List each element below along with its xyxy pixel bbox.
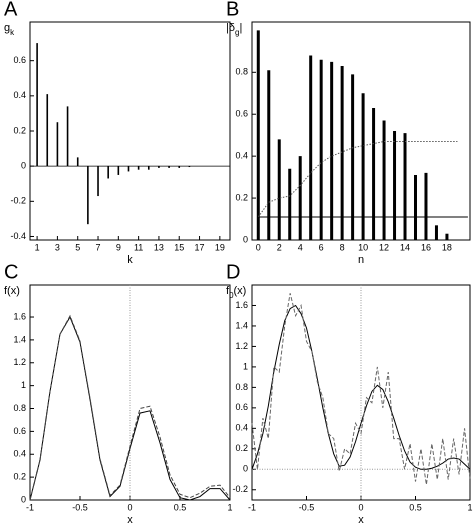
y-axis-label: gk <box>4 22 15 37</box>
x-tick-label: 0 <box>127 502 132 512</box>
x-tick-label: 1 <box>227 502 232 512</box>
x-tick-label: 2 <box>277 242 282 252</box>
x-tick-label: 13 <box>154 242 164 252</box>
x-axis-label: x <box>358 514 364 526</box>
y-axis-label: f0(x) <box>226 285 246 300</box>
x-tick-label: 18 <box>442 242 452 252</box>
x-tick-label: 19 <box>215 242 225 252</box>
y-tick-label: 1.2 <box>235 341 248 351</box>
y-tick-label: 0.2 <box>235 443 248 453</box>
x-tick-label: 5 <box>75 242 80 252</box>
y-label-part: g <box>235 28 239 37</box>
x-tick-label: 14 <box>400 242 410 252</box>
y-tick-label: -0.4 <box>10 231 26 241</box>
x-axis-label: x <box>127 514 133 526</box>
y-label-part: (x) <box>234 285 247 297</box>
y-tick-label: 1 <box>243 361 248 371</box>
panel-label: C <box>4 261 18 283</box>
y-axis-label: f(x) <box>4 285 20 297</box>
x-tick-label: 17 <box>195 242 205 252</box>
y-tick-label: 0.8 <box>13 403 26 413</box>
y-tick-label: 1.2 <box>13 357 26 367</box>
y-tick-label: 0 <box>243 464 248 474</box>
data-line <box>251 304 471 470</box>
y-tick-label: 0 <box>21 161 26 171</box>
y-axis-label: |δg| <box>226 22 242 37</box>
y-tick-label: 0 <box>21 494 26 504</box>
y-label-part: g <box>4 22 10 34</box>
x-tick-label: 1 <box>467 502 472 512</box>
data-line <box>251 293 471 485</box>
y-label-part: f(x) <box>4 285 20 297</box>
x-tick-label: 15 <box>174 242 184 252</box>
x-tick-label: 8 <box>340 242 345 252</box>
x-tick-label: 12 <box>379 242 389 252</box>
y-tick-label: 1.4 <box>13 334 26 344</box>
y-label-part: 0 <box>229 291 234 300</box>
y-tick-label: 1 <box>21 380 26 390</box>
y-tick-label: 0 <box>243 234 248 244</box>
x-tick-label: 1 <box>35 242 40 252</box>
x-tick-label: -0.5 <box>299 502 315 512</box>
x-tick-label: 0.5 <box>409 502 422 512</box>
y-tick-label: 0.4 <box>235 151 248 161</box>
x-tick-label: 0 <box>358 502 363 512</box>
y-tick-label: 0.4 <box>13 90 26 100</box>
y-tick-label: 0.6 <box>13 55 26 65</box>
x-axis-label: n <box>358 254 364 266</box>
y-tick-label: -0.2 <box>232 484 248 494</box>
y-tick-label: -0.2 <box>10 196 26 206</box>
x-tick-label: 16 <box>421 242 431 252</box>
x-tick-label: 7 <box>96 242 101 252</box>
y-tick-label: 0.4 <box>13 449 26 459</box>
y-tick-label: 0.4 <box>235 423 248 433</box>
x-tick-label: -1 <box>26 502 34 512</box>
y-tick-label: 0.2 <box>13 472 26 482</box>
y-tick-label: 0.2 <box>13 125 26 135</box>
plot-frame <box>29 21 231 241</box>
y-tick-label: 0.8 <box>235 382 248 392</box>
y-tick-label: 1.4 <box>235 320 248 330</box>
y-tick-label: 1.6 <box>235 300 248 310</box>
x-tick-label: 0 <box>256 242 261 252</box>
y-tick-label: 0.2 <box>235 192 248 202</box>
plot-frame <box>251 21 471 241</box>
y-label-part: |δ <box>226 22 235 34</box>
x-tick-label: 0.5 <box>174 502 187 512</box>
data-line <box>29 314 231 501</box>
x-tick-label: 9 <box>116 242 121 252</box>
panel-label: B <box>226 0 239 20</box>
y-label-part: f <box>226 285 230 297</box>
y-tick-label: 1.6 <box>13 311 26 321</box>
y-tick-label: 0.8 <box>235 67 248 77</box>
x-tick-label: 3 <box>55 242 60 252</box>
y-label-part: | <box>239 22 242 34</box>
panel-label: D <box>226 261 240 283</box>
panel-label: A <box>4 0 18 20</box>
y-tick-label: 0.6 <box>235 402 248 412</box>
overlay-line <box>257 140 458 218</box>
x-tick-label: -0.5 <box>72 502 88 512</box>
x-tick-label: 6 <box>319 242 324 252</box>
x-tick-label: 10 <box>358 242 368 252</box>
x-tick-label: 11 <box>134 242 143 252</box>
y-tick-label: 0.6 <box>235 109 248 119</box>
x-axis-label: k <box>127 254 133 266</box>
x-tick-label: -1 <box>248 502 256 512</box>
y-label-part: k <box>10 28 15 37</box>
x-tick-label: 4 <box>298 242 303 252</box>
y-tick-label: 0.6 <box>13 426 26 436</box>
